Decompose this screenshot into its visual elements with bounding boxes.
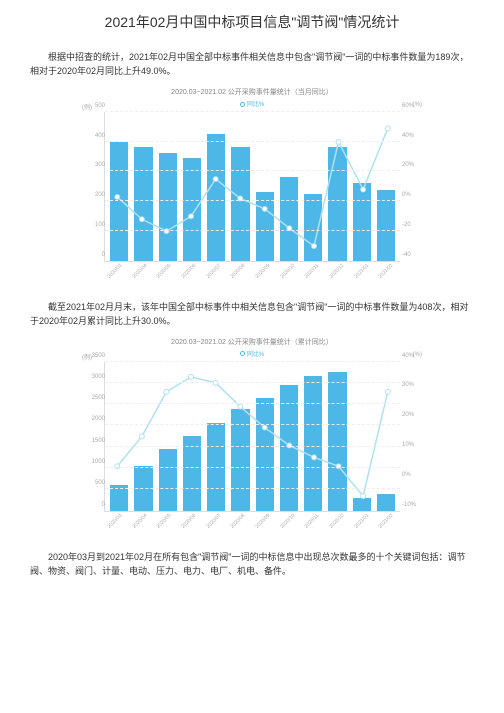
- x-label: 2020/12: [326, 260, 348, 282]
- x-label: 2020/10: [277, 510, 299, 532]
- bar: [328, 147, 346, 261]
- y-left-tick: 200: [83, 192, 105, 198]
- page-title: 2021年02月中国中标项目信息"调节阀"情况统计: [30, 12, 474, 32]
- chart-1: 2020.03~2021.02 公开采购事件量统计（当月同比） 同比% (例) …: [82, 87, 422, 270]
- x-label: 2020/04: [129, 510, 151, 532]
- bar: [159, 153, 177, 261]
- x-label: 2020/07: [203, 260, 225, 282]
- x-label: 2020/09: [252, 510, 274, 532]
- x-label: 2020/08: [227, 260, 249, 282]
- y-right-tick: 20%: [402, 412, 424, 418]
- y-right-tick: 20%: [402, 162, 424, 168]
- x-label: 2020/03: [104, 510, 126, 532]
- y-left-tick: 300: [83, 162, 105, 168]
- y-left-tick: 400: [83, 133, 105, 139]
- bar: [328, 372, 346, 510]
- x-label: 2020/11: [301, 510, 323, 532]
- x-label: 2020/11: [301, 260, 323, 282]
- bar: [353, 183, 371, 261]
- y-right-tick: 40%: [402, 133, 424, 139]
- y-left-tick: 0: [83, 502, 105, 508]
- chart-2-title: 2020.03~2021.02 公开采购事件量统计（累计同比）: [82, 337, 422, 347]
- y-right-tick: 0%: [402, 192, 424, 198]
- x-label: 2021/01: [351, 260, 373, 282]
- x-label: 2020/06: [178, 260, 200, 282]
- paragraph-1: 根据中招查的统计，2021年02月中国全部中标事件相关信息中包含"调节阀"一词的…: [30, 50, 474, 79]
- x-label: 2020/04: [129, 260, 151, 282]
- bar: [110, 142, 128, 261]
- x-label: 2021/02: [375, 510, 397, 532]
- y-left-tick: 1500: [83, 438, 105, 444]
- bar: [280, 177, 298, 261]
- x-label: 2020/09: [252, 260, 274, 282]
- x-label: 2020/08: [227, 510, 249, 532]
- bar: [231, 147, 249, 261]
- bar: [256, 398, 274, 511]
- y-right-tick: 30%: [402, 382, 424, 388]
- y-right-tick: 40%: [402, 353, 424, 359]
- bar: [256, 192, 274, 261]
- y-left-tick: 500: [83, 103, 105, 109]
- y-right-tick: 60%: [402, 103, 424, 109]
- y-left-tick: 0: [83, 252, 105, 258]
- y-right-tick: -40: [402, 252, 424, 258]
- chart-1-plot: 0100200300400500 -40-200%20%40%60%: [104, 112, 400, 262]
- x-label: 2020/10: [277, 260, 299, 282]
- x-label: 2020/03: [104, 260, 126, 282]
- y-left-tick: 3500: [83, 353, 105, 359]
- y-left-tick: 1000: [83, 459, 105, 465]
- chart-1-title: 2020.03~2021.02 公开采购事件量统计（当月同比）: [82, 87, 422, 97]
- y-left-tick: 2000: [83, 416, 105, 422]
- x-label: 2021/01: [351, 510, 373, 532]
- bar: [183, 158, 201, 260]
- y-left-tick: 3000: [83, 374, 105, 380]
- y-left-tick: 500: [83, 480, 105, 486]
- chart-2-plot: 0500100015002000250030003500 -10%0%10%20…: [104, 362, 400, 512]
- chart-2-legend: 同比%: [82, 349, 422, 358]
- x-label: 2020/06: [178, 510, 200, 532]
- x-label: 2020/07: [203, 510, 225, 532]
- x-label: 2020/12: [326, 510, 348, 532]
- x-label: 2021/02: [375, 260, 397, 282]
- y-right-tick: -10%: [402, 502, 424, 508]
- y-right-tick: 10%: [402, 442, 424, 448]
- paragraph-3: 2020年03月到2021年02月在所有包含"调节阀"一词的中标信息中出现总次数…: [30, 550, 474, 579]
- chart-1-legend: 同比%: [82, 99, 422, 108]
- paragraph-2: 截至2021年02月月末，该年中国全部中标事件中相关信息包含"调节阀"一词的中标…: [30, 300, 474, 329]
- bar: [353, 498, 371, 511]
- bar: [183, 436, 201, 511]
- bar: [377, 494, 395, 511]
- bar: [207, 134, 225, 261]
- y-left-tick: 100: [83, 222, 105, 228]
- bar: [304, 194, 322, 261]
- x-label: 2020/05: [153, 510, 175, 532]
- y-left-tick: 2500: [83, 395, 105, 401]
- bar: [304, 376, 322, 510]
- y-right-tick: 0%: [402, 472, 424, 478]
- bar: [134, 147, 152, 261]
- x-label: 2020/05: [153, 260, 175, 282]
- y-right-tick: -20: [402, 222, 424, 228]
- chart-2: 2020.03~2021.02 公开采购事件量统计（累计同比） 同比% (例) …: [82, 337, 422, 520]
- bar: [159, 449, 177, 511]
